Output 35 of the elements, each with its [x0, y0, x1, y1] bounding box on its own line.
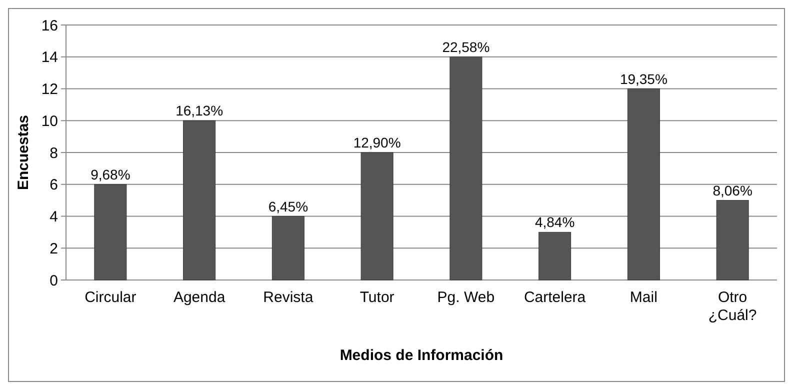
x-tick-label: Revista: [263, 289, 314, 306]
x-tick-label: Pg. Web: [437, 289, 495, 306]
annotation: 12,90%: [353, 134, 401, 150]
x-axis-title: Medios de Información: [340, 347, 504, 364]
y-tick-label: 12: [41, 81, 58, 98]
annotation: 16,13%: [176, 102, 224, 119]
annotation: 8,06%: [712, 182, 752, 198]
y-tick-label: 14: [41, 49, 58, 66]
bar: [627, 88, 660, 280]
x-tick-label: Otro ¿Cuál?: [708, 289, 757, 324]
bar: [94, 184, 127, 280]
annotation: 9,68%: [90, 166, 130, 182]
bar: [450, 56, 482, 280]
y-tick-label: 2: [50, 240, 58, 258]
y-axis-title: Encuestas: [15, 114, 32, 190]
y-tick-label: 16: [41, 17, 58, 34]
x-tick-label: Mail: [630, 289, 658, 306]
x-tick-label: Circular: [84, 289, 136, 306]
bar: [183, 120, 216, 280]
bar: [360, 152, 394, 280]
x-tick-label: Agenda: [173, 289, 226, 306]
y-tick-label: 10: [41, 112, 58, 130]
y-tick-label: 6: [50, 176, 58, 194]
bar: [716, 200, 749, 280]
bar: [272, 216, 304, 280]
y-tick-label: 4: [50, 208, 58, 226]
y-tick-label: 8: [50, 144, 58, 162]
x-tick-label: Cartelera: [524, 289, 586, 306]
annotation: 4,84%: [534, 214, 575, 230]
y-tick-label: 0: [50, 272, 58, 290]
annotation: 22,58%: [442, 38, 490, 55]
x-tick-label: Tutor: [360, 289, 394, 306]
annotation: 6,45%: [268, 198, 308, 214]
bar: [538, 232, 572, 280]
annotation: 19,35%: [620, 70, 668, 87]
